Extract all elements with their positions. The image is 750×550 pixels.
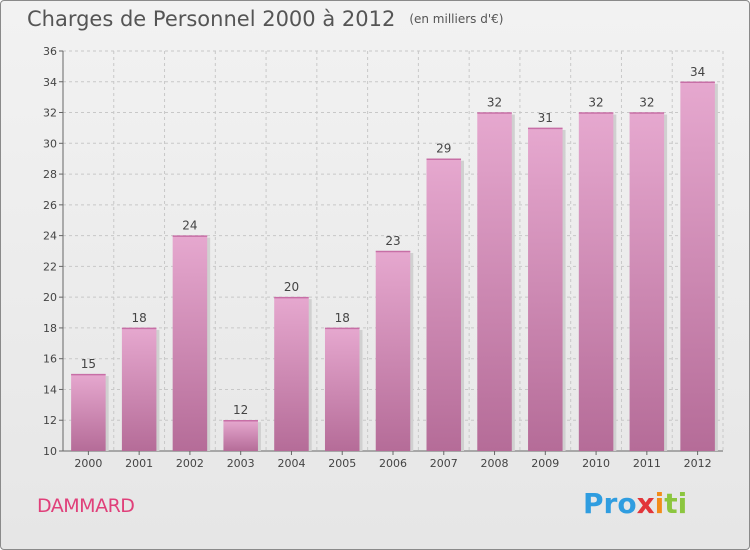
x-tick-label: 2010 xyxy=(582,457,610,470)
bar-2002 xyxy=(173,236,208,451)
value-label: 20 xyxy=(284,280,299,294)
y-tick-label: 26 xyxy=(43,199,57,212)
value-label: 24 xyxy=(182,219,197,233)
y-tick-label: 12 xyxy=(43,414,57,427)
x-tick-label: 2000 xyxy=(74,457,102,470)
y-tick-label: 16 xyxy=(43,353,57,366)
y-tick-label: 36 xyxy=(43,45,57,58)
commune-name: DAMMARD xyxy=(37,495,134,517)
bar-2004 xyxy=(274,297,309,451)
bar-chart: 10 12 14 16 18 20 22 24 26 28 30 32 34 36 15 2000 18 2001… xyxy=(1,1,750,550)
x-tick-label: 2003 xyxy=(227,457,255,470)
bar-2011 xyxy=(630,113,665,451)
bar-2010 xyxy=(579,113,614,451)
y-tick-label: 28 xyxy=(43,168,57,181)
y-tick-label: 20 xyxy=(43,291,57,304)
bar-2005 xyxy=(325,328,360,451)
bars xyxy=(71,82,718,451)
value-label: 32 xyxy=(588,96,603,110)
x-tick-label: 2006 xyxy=(379,457,407,470)
x-tick-label: 2011 xyxy=(633,457,661,470)
y-tick-label: 22 xyxy=(43,260,57,273)
value-label: 31 xyxy=(538,111,553,125)
x-tick-label: 2005 xyxy=(328,457,356,470)
value-label: 18 xyxy=(132,311,147,325)
value-label: 32 xyxy=(639,96,654,110)
y-tick-label: 14 xyxy=(43,383,57,396)
value-label: 34 xyxy=(690,65,705,79)
y-tick-label: 32 xyxy=(43,107,57,120)
y-tick-label: 24 xyxy=(43,230,57,243)
x-tick-label: 2007 xyxy=(430,457,458,470)
bar-2008 xyxy=(477,113,512,451)
y-tick-label: 34 xyxy=(43,76,57,89)
x-tick-label: 2002 xyxy=(176,457,204,470)
bar-2012 xyxy=(680,82,715,451)
value-label: 15 xyxy=(81,357,96,371)
x-tick-label: 2012 xyxy=(684,457,712,470)
bar-2001 xyxy=(122,328,157,451)
value-label: 12 xyxy=(233,403,248,417)
y-tick-label: 10 xyxy=(43,445,57,458)
value-label: 32 xyxy=(487,96,502,110)
bar-2006 xyxy=(376,251,411,451)
x-tick-label: 2001 xyxy=(125,457,153,470)
bar-2007 xyxy=(427,159,462,451)
x-tick-label: 2004 xyxy=(277,457,305,470)
y-tick-label: 30 xyxy=(43,137,57,150)
bar-2003 xyxy=(223,420,258,451)
value-label: 23 xyxy=(385,234,400,248)
y-tick-label: 18 xyxy=(43,322,57,335)
chart-frame: Charges de Personnel 2000 à 2012 (en mill… xyxy=(0,0,750,550)
value-label: 29 xyxy=(436,142,451,156)
value-label: 18 xyxy=(335,311,350,325)
x-tick-label: 2009 xyxy=(531,457,559,470)
bar-2009 xyxy=(528,128,563,451)
x-tick-label: 2008 xyxy=(481,457,509,470)
proxiti-logo[interactable]: Proxiti xyxy=(583,487,687,520)
bar-2000 xyxy=(71,374,106,451)
